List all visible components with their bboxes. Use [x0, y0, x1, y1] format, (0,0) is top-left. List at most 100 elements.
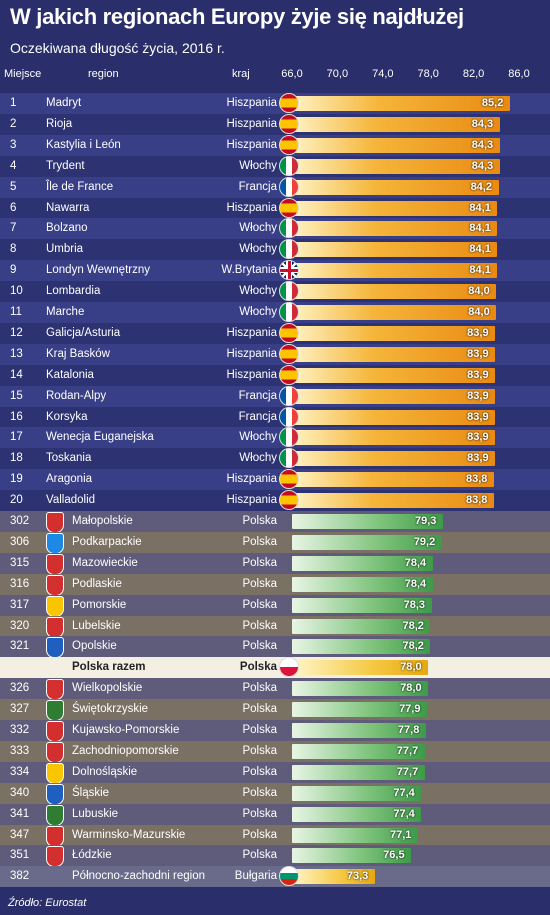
row-region: Zachodniopomorskie — [72, 744, 179, 757]
france-flag-icon — [279, 176, 299, 197]
spain-flag-icon — [279, 364, 299, 385]
bar-value-label: 77,9 — [399, 703, 421, 716]
voivodeship-crest-icon — [46, 637, 64, 659]
row-country: Polska — [242, 744, 277, 757]
bar — [292, 200, 498, 216]
row-rank: 317 — [10, 598, 30, 611]
row-country: Włochy — [239, 243, 277, 256]
table-row: 5 Île de France Francja 84,2 — [0, 176, 550, 198]
bar-value-label: 84,1 — [469, 243, 491, 256]
row-region: Bolzano — [46, 222, 88, 235]
row-region: Mazowieckie — [72, 556, 138, 569]
row-rank: 320 — [10, 619, 30, 632]
row-region: Trydent — [46, 159, 85, 172]
row-region: Lubelskie — [72, 619, 121, 632]
table-row: 302 Małopolskie Polska 79,3 — [0, 511, 550, 533]
row-country: W.Brytania — [221, 264, 277, 277]
x-tick-label: 78,0 — [417, 68, 439, 80]
bar-value-label: 78,0 — [400, 661, 422, 674]
table-row: 11 Marche Włochy 84,0 — [0, 302, 550, 323]
bar — [292, 137, 500, 153]
bar — [292, 723, 426, 738]
italy-flag-icon — [279, 427, 299, 448]
row-region: Kraj Basków — [46, 347, 110, 360]
row-rank: 18 — [10, 452, 23, 465]
source-note: Źródło: Eurostat — [8, 897, 87, 909]
bar — [292, 827, 418, 843]
row-region: Londyn Wewnętrzny — [46, 264, 150, 277]
row-region: Galicja/Asturia — [46, 326, 121, 339]
row-country: Polska — [242, 556, 277, 569]
row-rank: 326 — [10, 682, 30, 695]
row-region: Opolskie — [72, 640, 117, 653]
row-rank: 6 — [10, 201, 17, 214]
row-region: Lombardia — [46, 285, 101, 298]
spain-flag-icon — [279, 93, 299, 113]
france-flag-icon — [279, 385, 299, 406]
bar-value-label: 84,3 — [471, 159, 494, 172]
table-row: 321 Opolskie Polska 78,2 — [0, 636, 550, 659]
row-country: Polska — [242, 828, 277, 841]
table-row: 347 Warminsko-Mazurskie Polska 77,1 — [0, 824, 550, 847]
row-country: Polska — [242, 619, 277, 632]
table-row: 10 Lombardia Włochy 84,0 — [0, 281, 550, 303]
row-country: Polska — [242, 849, 277, 862]
spain-flag-icon — [279, 490, 299, 511]
bar-value-label: 83,8 — [466, 473, 488, 486]
bar — [292, 325, 496, 341]
row-country: Polska — [242, 786, 277, 799]
row-region: Madryt — [46, 97, 82, 109]
row-rank: 321 — [10, 640, 30, 653]
voivodeship-crest-icon — [46, 574, 64, 596]
table-row: 382 Północno-zachodni region Bułgaria 73,3 — [0, 866, 550, 888]
row-rank: 332 — [10, 724, 30, 736]
row-region: Łódzkie — [72, 849, 112, 862]
bar-value-label: 78,3 — [403, 598, 426, 611]
row-rank: 315 — [10, 556, 30, 569]
row-region: Podkarpackie — [72, 535, 142, 548]
voivodeship-crest-icon — [46, 804, 64, 826]
row-country: Polska — [239, 661, 277, 674]
row-country: Włochy — [239, 159, 277, 172]
bar — [292, 743, 425, 759]
italy-flag-icon — [279, 239, 299, 260]
row-region: Warminsko-Mazurskie — [72, 828, 186, 841]
row-country: Hiszpania — [226, 326, 278, 339]
bar-value-label: 83,8 — [466, 494, 488, 507]
row-region: Pomorskie — [72, 598, 127, 611]
table-row: 316 Podlaskie Polska 78,4 — [0, 573, 550, 596]
row-country: Polska — [242, 515, 277, 527]
bar-value-label: 85,2 — [481, 97, 504, 109]
row-rank: 2 — [10, 117, 17, 130]
bar-value-label: 79,2 — [413, 535, 436, 548]
row-rank: 1 — [10, 97, 17, 109]
table-row: 340 Śląskie Polska 77,4 — [0, 782, 550, 805]
bar-value-label: 83,9 — [467, 389, 489, 402]
row-country: Francja — [238, 410, 277, 423]
table-row: 2 Rioja Hiszpania 84,3 — [0, 113, 550, 135]
row-region: Umbria — [46, 243, 84, 256]
bar-value-label: 83,9 — [467, 326, 489, 339]
bar-value-label: 77,4 — [393, 807, 415, 820]
bar — [292, 514, 443, 529]
row-rank: 8 — [10, 243, 17, 256]
table-row: 20 Valladolid Hiszpania 83,8 — [0, 490, 550, 512]
row-country: Włochy — [239, 222, 277, 235]
row-country: Włochy — [239, 285, 277, 298]
chart-title: W jakich regionach Europy żyje się najdł… — [10, 4, 464, 29]
row-region: Nawarra — [46, 201, 90, 214]
voivodeship-crest-icon — [46, 553, 64, 575]
row-region: Śląskie — [72, 786, 110, 799]
bulgaria-flag-icon — [279, 866, 299, 887]
bar-value-label: 83,9 — [467, 452, 489, 465]
bar — [292, 493, 495, 509]
bar-value-label: 78,4 — [404, 556, 427, 569]
row-country: Polska — [242, 598, 277, 611]
table-row: 13 Kraj Basków Hiszpania 83,9 — [0, 343, 550, 365]
uk-flag-icon — [279, 260, 299, 281]
poland-flag-icon — [279, 657, 299, 678]
france-flag-icon — [279, 406, 299, 427]
italy-flag-icon — [279, 302, 299, 322]
table-row: 15 Rodan-Alpy Francja 83,9 — [0, 385, 550, 407]
bar-value-label: 84,3 — [471, 117, 494, 130]
